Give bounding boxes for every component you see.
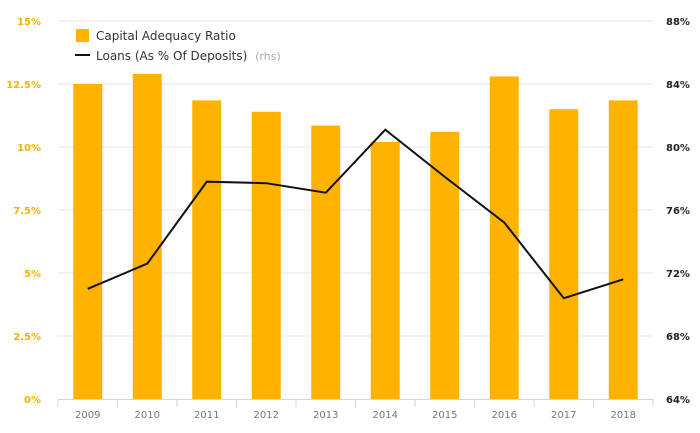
x-axis-tick-label: 2014 — [373, 410, 398, 421]
legend-line-suffix: (rhs) — [255, 50, 281, 63]
bar — [549, 109, 579, 399]
axes — [57, 399, 654, 407]
bar — [251, 111, 281, 399]
left-axis-tick-label: 7.5% — [13, 206, 41, 217]
left-axis-tick-label: 5% — [24, 269, 41, 280]
right-axis-tick-label: 68% — [666, 332, 690, 343]
bar — [73, 84, 103, 399]
right-axis-tick-label: 76% — [666, 206, 690, 217]
legend-bar-label: Capital Adequacy Ratio — [96, 29, 236, 43]
capital-adequacy-bars — [73, 73, 638, 400]
x-axis-tick-label: 2017 — [551, 410, 576, 421]
x-axis-tick-label: 2015 — [432, 410, 457, 421]
tick-labels: 0% 2.5% 5% 7.5% 10% 12.5% 15% 64% 68% 72% 76% 80% 84… — [6, 17, 690, 421]
bar — [370, 141, 400, 399]
x-axis-tick-label: 2012 — [254, 410, 279, 421]
left-axis-tick-label: 0% — [24, 395, 41, 406]
line-series — [87, 128, 624, 300]
loans-line — [87, 128, 624, 300]
right-axis-tick-label: 88% — [666, 17, 690, 28]
right-axis-tick-label: 84% — [666, 80, 690, 91]
bar — [311, 125, 341, 399]
legend: Capital Adequacy Ratio Loans (As % Of De… — [75, 29, 281, 63]
x-axis-tick-label: 2011 — [194, 410, 219, 421]
x-axis-tick-label: 2009 — [75, 410, 100, 421]
left-axis-tick-label: 10% — [17, 143, 41, 154]
legend-line-label: Loans (As % Of Deposits) — [96, 49, 247, 63]
right-axis-tick-label: 80% — [666, 143, 690, 154]
right-axis-tick-label: 64% — [666, 395, 690, 406]
bar — [489, 76, 519, 399]
left-axis-tick-label: 15% — [17, 17, 41, 28]
bar — [132, 73, 162, 400]
x-axis-tick-label: 2016 — [492, 410, 517, 421]
left-axis-tick-label: 12.5% — [6, 80, 41, 91]
legend-bar-swatch — [76, 29, 89, 42]
right-axis-tick-label: 72% — [666, 269, 690, 280]
bar — [192, 100, 222, 399]
svg-text:Loans (As % Of Deposits): Loans (As % Of Deposits) (rhs) — [96, 49, 281, 63]
left-axis-tick-label: 2.5% — [13, 332, 41, 343]
bar — [430, 131, 460, 399]
bar — [608, 100, 638, 399]
x-axis-tick-label: 2010 — [135, 410, 160, 421]
x-axis-tick-label: 2013 — [313, 410, 338, 421]
x-axis-tick-label: 2018 — [611, 410, 636, 421]
